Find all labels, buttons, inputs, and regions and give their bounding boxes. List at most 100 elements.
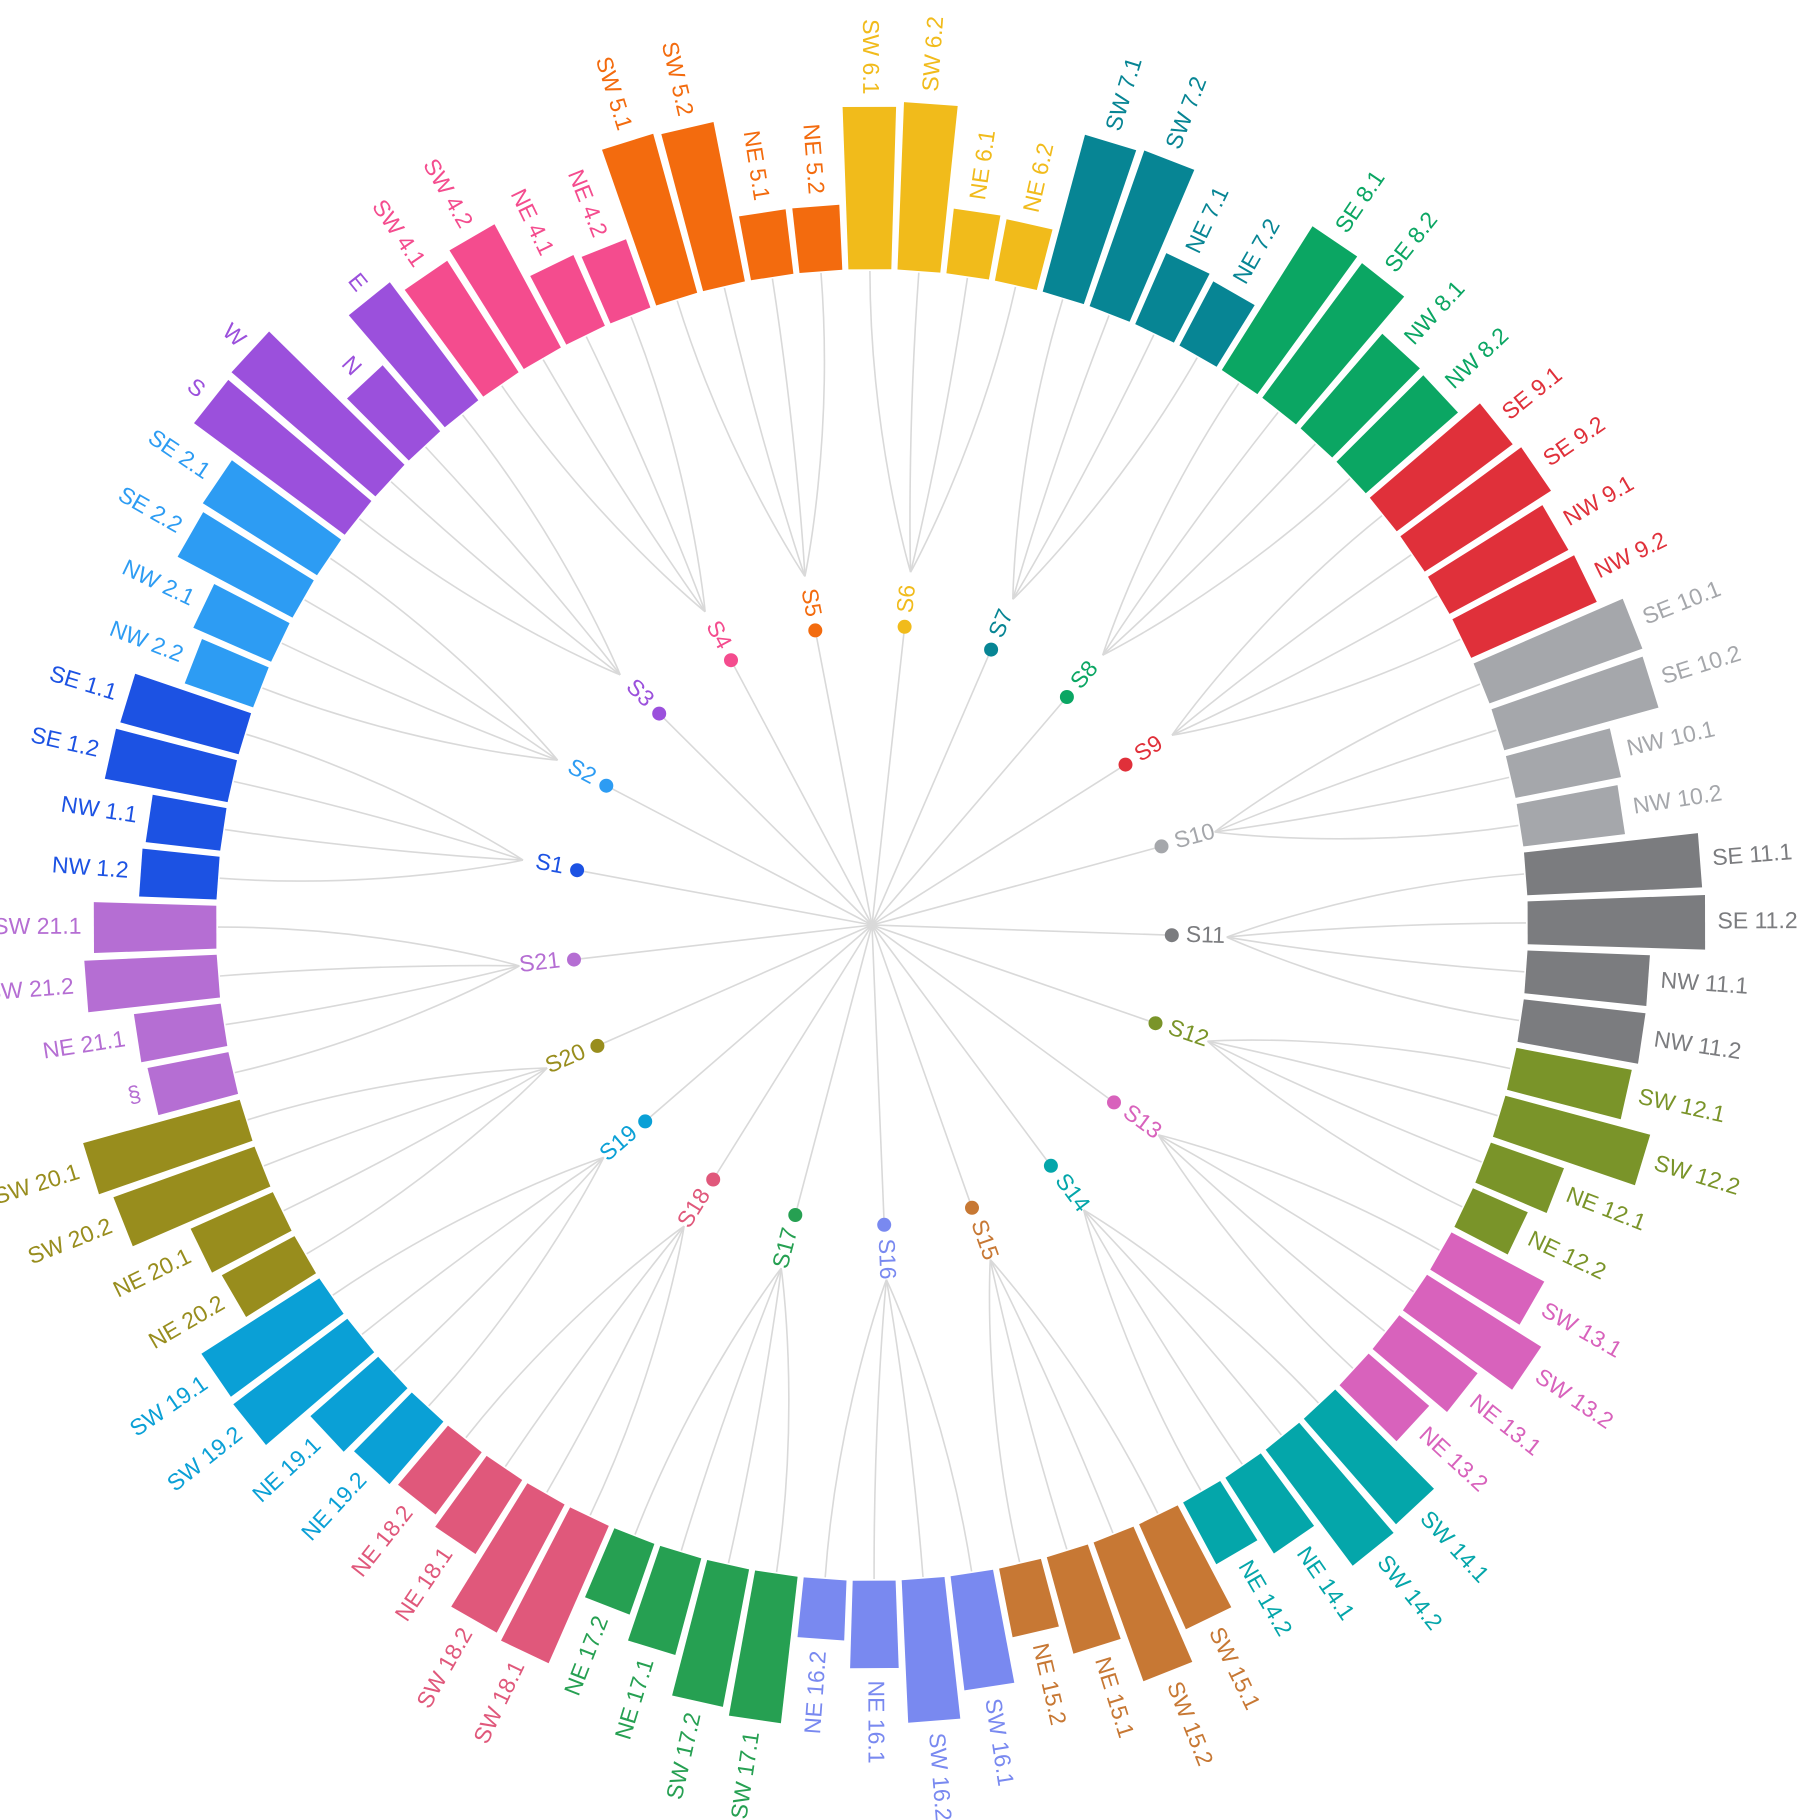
bar-s9-1 — [1369, 403, 1513, 532]
bar-label: NE 15.2 — [1028, 1641, 1072, 1728]
bar-s5-2 — [661, 122, 745, 292]
link-center-s20 — [597, 924, 873, 1047]
node-s14 — [1043, 1158, 1058, 1173]
bar-label: NW 11.1 — [1660, 967, 1749, 999]
node-s16 — [877, 1217, 892, 1232]
bar-s20-1 — [221, 1236, 316, 1317]
bar-label: SW 6.1 — [858, 19, 884, 95]
bar-label: SW 17.2 — [661, 1710, 706, 1802]
bar-label: NE 18.2 — [346, 1500, 418, 1581]
bar-label: SE 2.1 — [144, 424, 216, 484]
link-center-s17 — [794, 924, 873, 1216]
bar-s10-4 — [1516, 785, 1625, 847]
bar-s16-1 — [950, 1569, 1015, 1691]
bar-s8-2 — [1262, 263, 1405, 425]
bar-s16-2 — [901, 1577, 961, 1723]
bar-s16-3 — [850, 1580, 899, 1669]
link-s6-3 — [909, 277, 969, 573]
bar-label: SW 17.1 — [725, 1730, 764, 1820]
node-label: S11 — [1185, 921, 1225, 948]
node-s8 — [1059, 690, 1074, 704]
bar-label: S — [182, 373, 210, 403]
bar-s12-3 — [1475, 1142, 1564, 1213]
bar-s1-3 — [104, 728, 237, 803]
link-s21-4 — [217, 926, 520, 967]
bar-label: SW 20.1 — [0, 1158, 82, 1209]
link-s10-2 — [1214, 729, 1497, 833]
bar-label: NE 6.1 — [964, 128, 1000, 201]
node-label: S20 — [541, 1038, 589, 1078]
bar-label: NW 11.2 — [1652, 1026, 1743, 1065]
bar-s2-3 — [177, 512, 314, 618]
link-s20-2 — [283, 1067, 548, 1212]
node-s4 — [724, 653, 738, 668]
bar-s14-3 — [1225, 1453, 1315, 1554]
bar-s7-4 — [1179, 281, 1255, 367]
link-s17-4 — [634, 1267, 782, 1535]
node-label: S3 — [621, 673, 659, 711]
link-s12-3 — [1207, 1040, 1482, 1163]
link-s20-1 — [306, 1067, 548, 1255]
bar-label: SW 18.1 — [468, 1657, 529, 1748]
link-s6-4 — [909, 286, 1017, 573]
link-s10-3 — [1214, 776, 1510, 833]
bar-s3-1 — [194, 379, 372, 535]
bar-label: NE 20.2 — [144, 1290, 229, 1354]
node-label: S4 — [701, 616, 737, 653]
bar-label: NE 7.1 — [1180, 182, 1234, 257]
bar-s2-1 — [184, 639, 269, 708]
bar-s20-4 — [83, 1099, 253, 1195]
bar-label: NW 2.2 — [106, 615, 187, 667]
link-s11-2 — [1226, 922, 1527, 938]
bar-s5-4 — [792, 204, 843, 273]
link-s14-4 — [1082, 1209, 1202, 1491]
bar-label: SW 7.2 — [1160, 73, 1212, 153]
bar-label: NW 10.1 — [1624, 715, 1717, 761]
bar-s2-4 — [202, 460, 342, 576]
bar-label: SW 13.1 — [1537, 1296, 1626, 1362]
link-s11-4 — [1226, 936, 1520, 1022]
bar-s15-3 — [1046, 1544, 1121, 1654]
bar-s8-4 — [1336, 375, 1458, 494]
link-s2-1 — [262, 687, 558, 761]
bar-label: NE 12.2 — [1524, 1225, 1610, 1284]
link-s4-4 — [630, 316, 706, 612]
bar-s14-2 — [1265, 1422, 1394, 1566]
bar-label: SE 10.1 — [1639, 575, 1725, 629]
link-s18-3 — [504, 1225, 685, 1468]
link-s14-1 — [1083, 1209, 1319, 1404]
link-s5-1 — [676, 300, 806, 577]
bar-s6-4 — [994, 219, 1053, 290]
bar-s17-4 — [585, 1528, 655, 1615]
bar-s8-1 — [1221, 226, 1358, 395]
node-label: S1 — [534, 848, 566, 879]
link-s8-2 — [1102, 411, 1279, 656]
bar-s11-4 — [1517, 999, 1646, 1064]
link-s13-1 — [1158, 1134, 1440, 1251]
link-s11-3 — [1226, 936, 1525, 973]
link-center-s4 — [730, 659, 873, 926]
bar-label: NE 5.1 — [739, 129, 775, 202]
node-label: S5 — [796, 586, 827, 619]
bar-s10-2 — [1491, 656, 1659, 751]
node-label: S6 — [891, 583, 920, 614]
bar-s7-2 — [1089, 150, 1195, 322]
link-s2-3 — [304, 599, 559, 761]
bar-label: SW 13.2 — [1531, 1363, 1619, 1434]
node-s5 — [808, 623, 823, 638]
link-s7-2 — [1012, 315, 1110, 600]
link-center-s15 — [871, 924, 973, 1209]
link-s3-1 — [358, 518, 621, 676]
link-s3-2 — [390, 481, 621, 676]
bar-label: SW 21.1 — [0, 913, 82, 939]
bar-s18-4 — [398, 1425, 482, 1515]
node-s2 — [599, 778, 614, 793]
bar-s4-4 — [581, 239, 651, 324]
bar-label: SW 5.1 — [591, 53, 638, 133]
link-s19-4 — [332, 1156, 604, 1296]
bar-label: E — [343, 268, 373, 296]
link-s1-3 — [233, 780, 524, 861]
bar-s7-3 — [1135, 253, 1210, 343]
bar-label: NW 8.1 — [1399, 275, 1470, 349]
